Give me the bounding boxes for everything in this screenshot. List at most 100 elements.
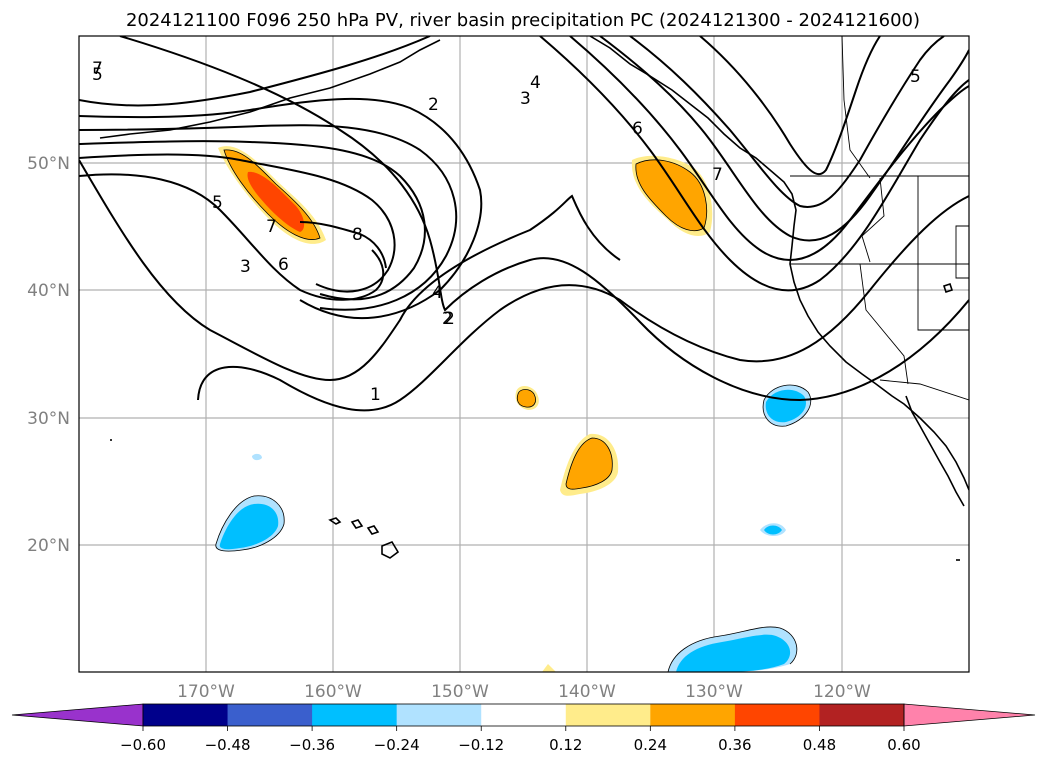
contour-labels: 1 2 3 4 5 6 7 8 2 4 3 5 6 7 5 7 2 bbox=[92, 59, 921, 405]
lat-labels: 50°N 40°N 30°N 20°N bbox=[27, 154, 70, 556]
pv-contour-1 bbox=[119, 36, 969, 402]
precip-shade bbox=[566, 438, 613, 490]
contour-label: 7 bbox=[266, 217, 277, 237]
colorbar-tick-label: 0.60 bbox=[887, 736, 920, 754]
colorbar-frame bbox=[142, 703, 905, 727]
contour-label: 5 bbox=[910, 67, 921, 87]
colorbar-tick-label: 0.24 bbox=[634, 736, 667, 754]
coast-feature bbox=[350, 519, 364, 529]
lon-label-150w: 150°W bbox=[431, 682, 489, 702]
colorbar-tick-label: −0.12 bbox=[458, 736, 504, 754]
pv-contour-2-south bbox=[197, 195, 969, 412]
colorbar-segment bbox=[819, 704, 905, 726]
lat-label-20n: 20°N bbox=[27, 536, 70, 556]
contour-label: 3 bbox=[240, 257, 251, 277]
pv-contour-4-east bbox=[569, 36, 969, 261]
colorbar-segment bbox=[650, 704, 736, 726]
colorbar-tick-label: −0.24 bbox=[374, 736, 420, 754]
precip-shade bbox=[247, 171, 305, 232]
lon-labels: 170°W 160°W 150°W 140°W 130°W 120°W bbox=[177, 682, 871, 702]
pv-contour-6 bbox=[79, 173, 385, 301]
hawaii-island bbox=[328, 517, 342, 525]
contour-label: 4 bbox=[432, 283, 443, 303]
colorbar-tick-label: −0.60 bbox=[120, 736, 166, 754]
coast-feature bbox=[366, 525, 380, 535]
contour-label: 6 bbox=[632, 119, 643, 139]
precip-shade bbox=[252, 453, 262, 461]
colorbar-tick-label: 0.48 bbox=[803, 736, 836, 754]
lon-label-140w: 140°W bbox=[558, 682, 616, 702]
precip-shade bbox=[219, 503, 279, 550]
pv-contour-3-east bbox=[539, 36, 969, 292]
precip-shade bbox=[517, 389, 536, 408]
figure-title: 2024121100 F096 250 hPa PV, river basin … bbox=[126, 10, 920, 31]
borders bbox=[790, 36, 969, 401]
precip-shade bbox=[676, 634, 791, 672]
border-line bbox=[955, 225, 969, 279]
border-line bbox=[841, 36, 871, 179]
map-panel: 1 2 3 4 5 6 7 8 2 4 3 5 6 7 5 7 2 bbox=[78, 35, 970, 673]
colorbar-segment bbox=[227, 704, 313, 726]
map-frame bbox=[78, 35, 970, 673]
contour-label: 7 bbox=[712, 165, 723, 185]
precip-outline bbox=[223, 149, 321, 240]
precip-shade bbox=[764, 525, 782, 535]
contour-label: 8 bbox=[352, 225, 363, 245]
colorbar-tick-label: 0.12 bbox=[549, 736, 582, 754]
colorbar-segment bbox=[481, 704, 567, 726]
colorbar-segment bbox=[396, 704, 482, 726]
contour-label: 2 bbox=[444, 309, 455, 329]
coast-feature bbox=[381, 541, 400, 559]
precip-outline bbox=[667, 626, 798, 672]
pv-contours bbox=[79, 36, 969, 412]
contour-label: 2 bbox=[442, 309, 453, 329]
aleutian-coast bbox=[99, 39, 441, 139]
colorbar-tick-label: −0.36 bbox=[289, 736, 335, 754]
lon-label-130w: 130°W bbox=[685, 682, 743, 702]
pv-contour-1-inner bbox=[79, 159, 621, 382]
colorbar-segment bbox=[143, 704, 229, 726]
colorbar-segment bbox=[734, 704, 820, 726]
contour-label: 3 bbox=[520, 89, 531, 109]
lon-label-160w: 160°W bbox=[304, 682, 362, 702]
pv-contour-3 bbox=[79, 124, 458, 311]
border-line bbox=[917, 176, 969, 331]
pv-contour-2 bbox=[79, 97, 483, 320]
colorbar-extend-low bbox=[11, 703, 144, 727]
contour-label: 7 bbox=[92, 59, 103, 79]
contour-label: 1 bbox=[370, 385, 381, 405]
precip-outlines bbox=[215, 149, 812, 672]
precip-shade bbox=[542, 664, 556, 672]
pv-contour-6-east bbox=[629, 36, 945, 208]
lat-label-30n: 30°N bbox=[27, 409, 70, 429]
colorbar-segment bbox=[565, 704, 651, 726]
contour-label: 5 bbox=[92, 65, 103, 85]
pv-contour-5 bbox=[79, 153, 396, 293]
contour-label: 5 bbox=[212, 193, 223, 213]
border-line bbox=[859, 263, 909, 385]
lon-label-120w: 120°W bbox=[813, 682, 871, 702]
contour-label: 2 bbox=[428, 95, 439, 115]
colorbar-extend-high bbox=[903, 703, 1036, 727]
us-mexico-border bbox=[879, 379, 969, 401]
precip-shade bbox=[635, 159, 707, 231]
pv-contour-2-north bbox=[79, 36, 431, 107]
colorbar-segment bbox=[312, 704, 398, 726]
contour-label: 6 bbox=[278, 255, 289, 275]
lat-label-50n: 50°N bbox=[27, 154, 70, 174]
pv-contour-8 bbox=[299, 221, 387, 269]
precip-outline bbox=[516, 389, 536, 408]
precip-fields bbox=[215, 146, 811, 672]
colorbar-tick-label: −0.48 bbox=[205, 736, 251, 754]
colorbar: −0.60 −0.48 −0.36 −0.24 −0.12 0.12 0.24 0.36 0.4… bbox=[11, 703, 1036, 754]
pv-contour-4 bbox=[79, 140, 426, 301]
precip-outline bbox=[762, 384, 812, 427]
coast-feature bbox=[942, 282, 954, 294]
border-line bbox=[861, 177, 885, 263]
precip-outline bbox=[565, 437, 613, 490]
colorbar-tick-label: 0.36 bbox=[718, 736, 751, 754]
pv-contour-5-east bbox=[599, 36, 969, 242]
pv-contour-7-east bbox=[699, 36, 881, 176]
lat-label-40n: 40°N bbox=[27, 281, 70, 301]
